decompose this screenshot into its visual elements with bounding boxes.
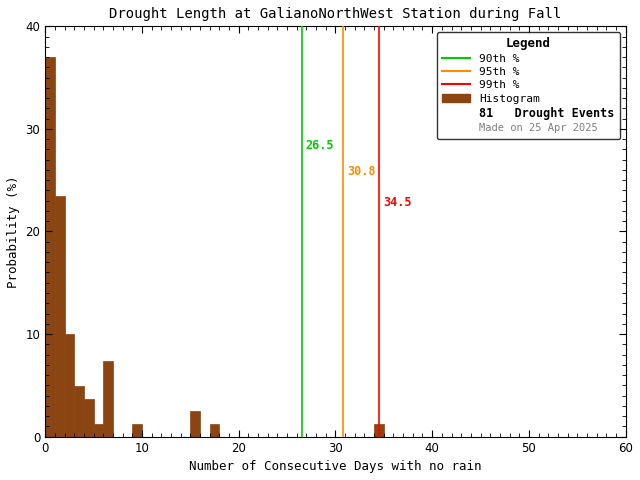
Text: 26.5: 26.5 <box>305 139 334 152</box>
Title: Drought Length at GalianoNorthWest Station during Fall: Drought Length at GalianoNorthWest Stati… <box>109 7 561 21</box>
Text: 34.5: 34.5 <box>383 196 412 209</box>
Legend: 90th %, 95th %, 99th %, Histogram, 81   Drought Events, Made on 25 Apr 2025: 90th %, 95th %, 99th %, Histogram, 81 Dr… <box>437 32 620 139</box>
Bar <box>93 424 103 437</box>
Bar <box>65 334 74 437</box>
Bar <box>45 57 55 437</box>
X-axis label: Number of Consecutive Days with no rain: Number of Consecutive Days with no rain <box>189 460 482 473</box>
Bar <box>55 195 65 437</box>
Bar <box>132 424 142 437</box>
Bar <box>374 424 384 437</box>
Bar <box>210 424 220 437</box>
Bar <box>103 361 113 437</box>
Bar <box>84 399 93 437</box>
Text: 30.8: 30.8 <box>347 165 376 178</box>
Bar <box>190 411 200 437</box>
Bar <box>74 386 84 437</box>
Y-axis label: Probability (%): Probability (%) <box>7 175 20 288</box>
